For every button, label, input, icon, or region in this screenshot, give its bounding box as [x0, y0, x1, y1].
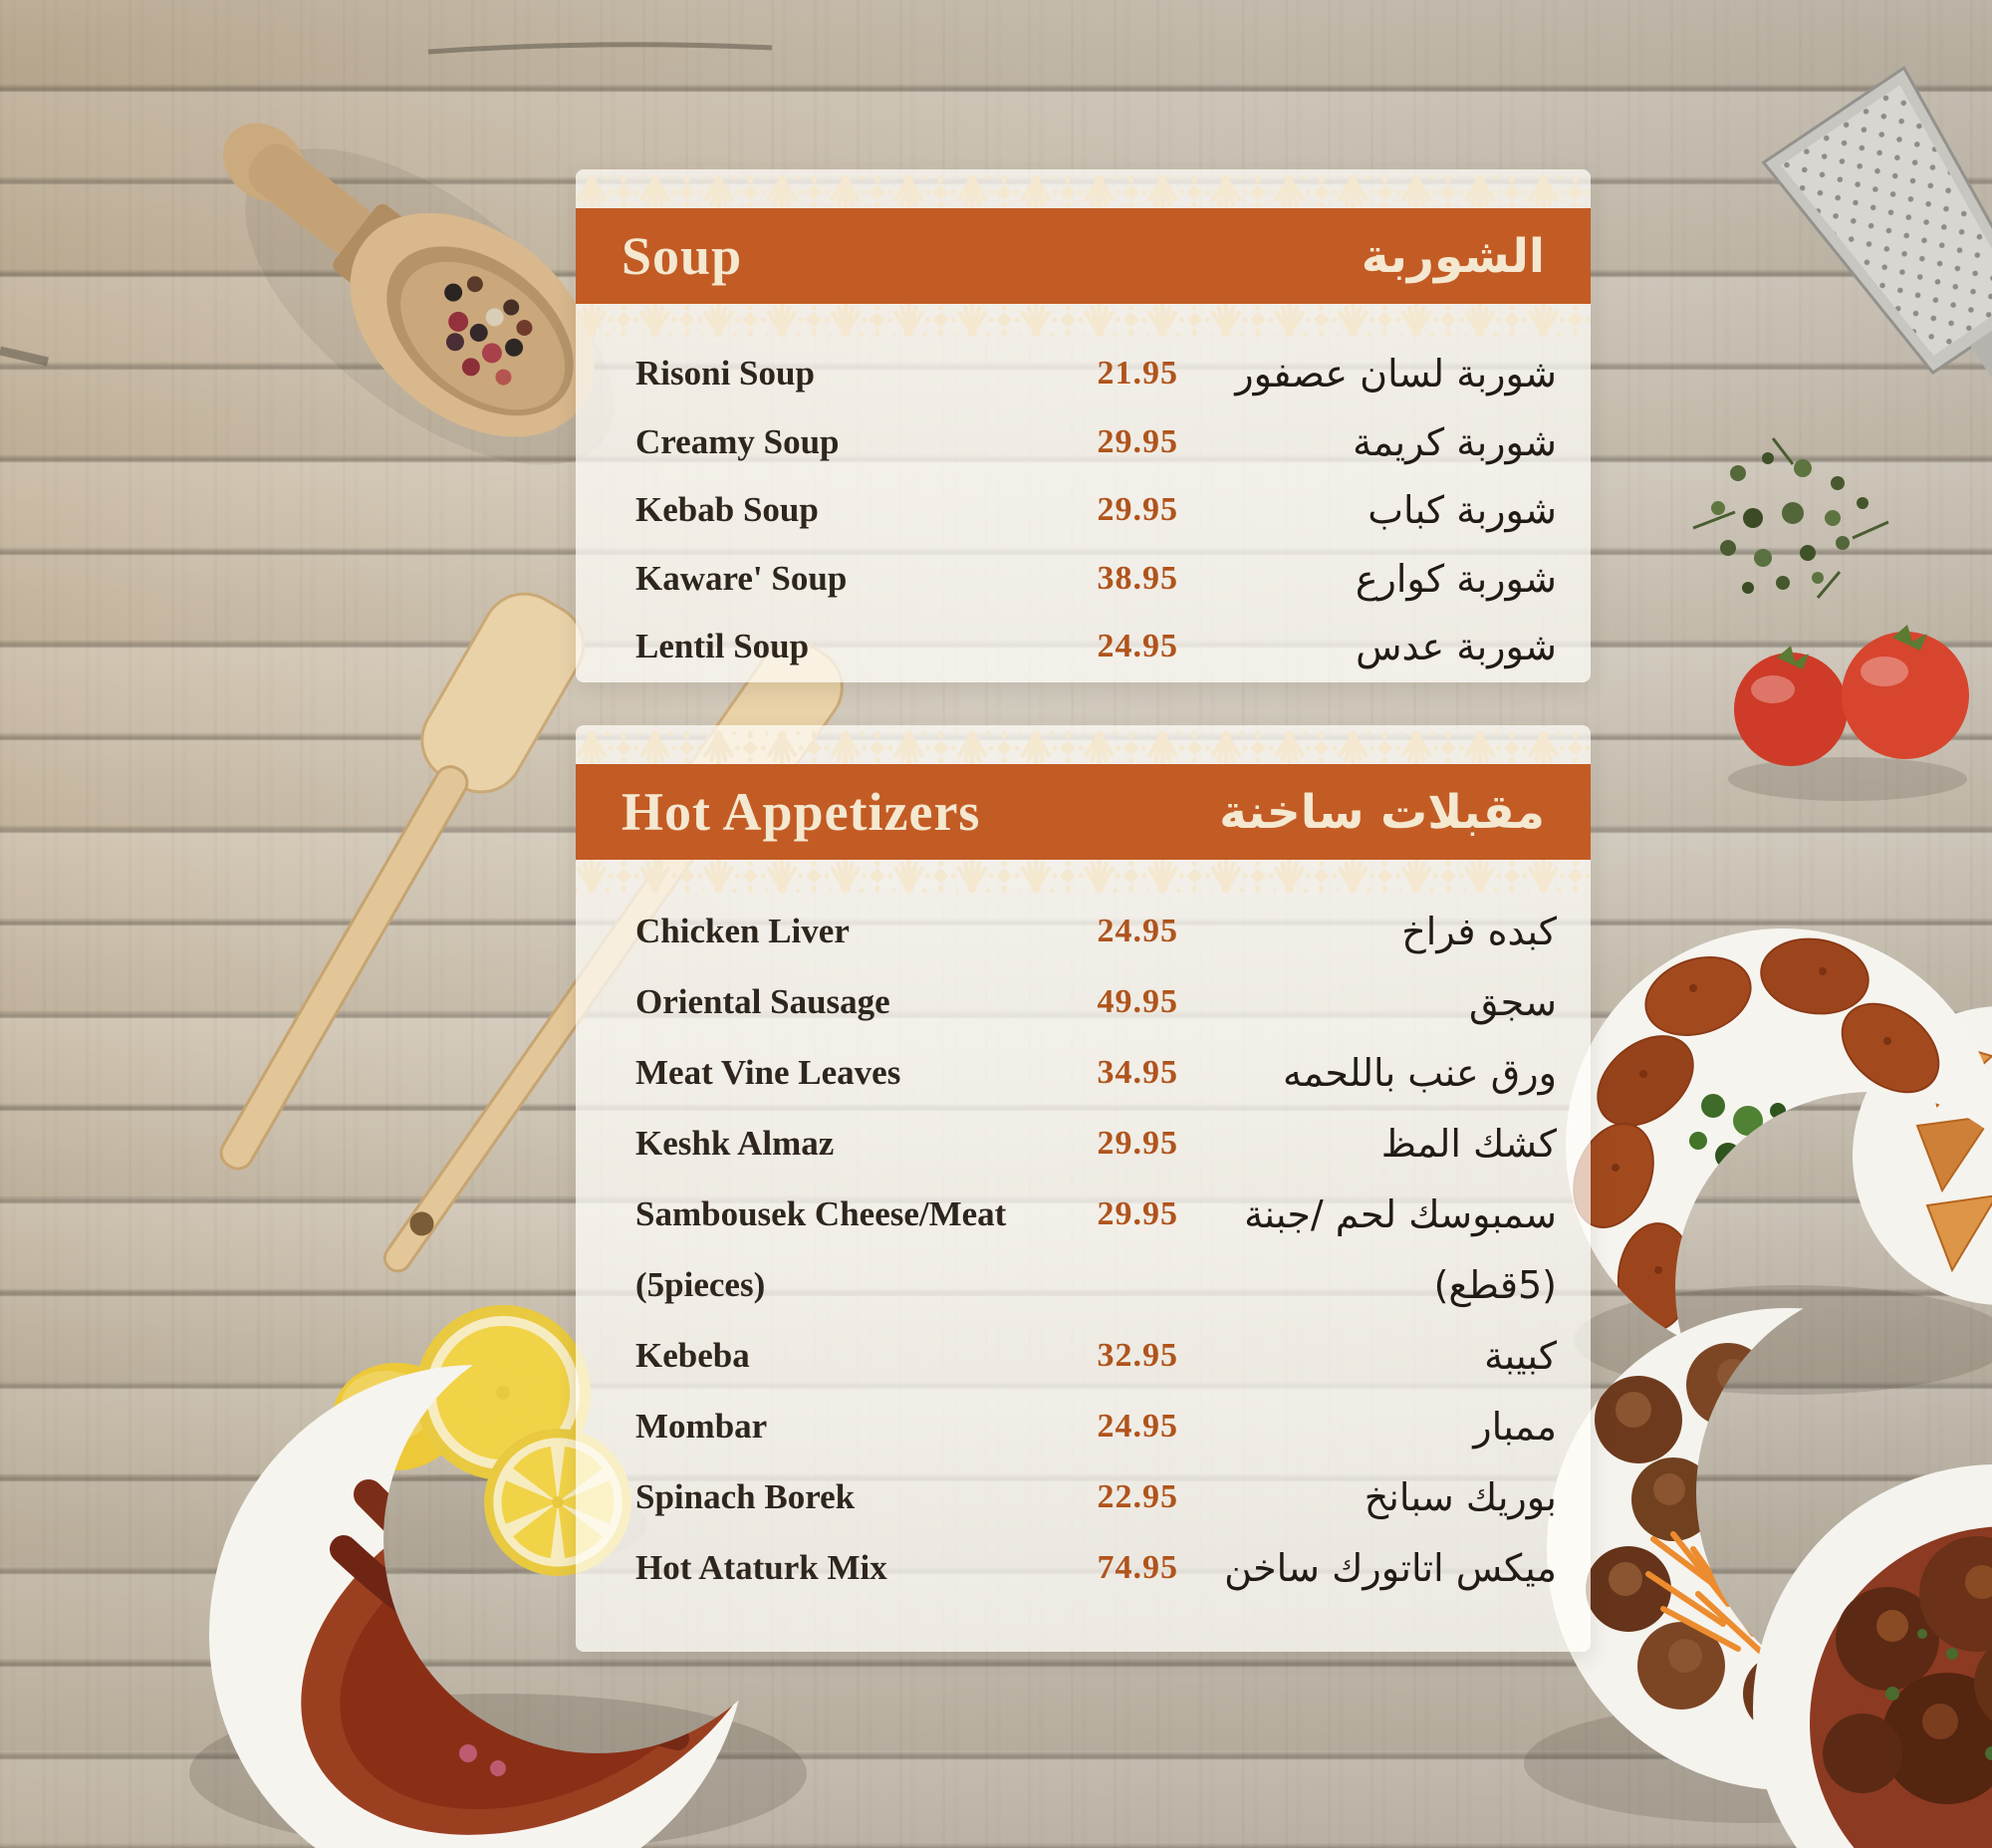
item-name-en: Spinach Borek — [635, 1476, 856, 1516]
pink-peppercorns-icon — [459, 1557, 644, 1776]
menu-item-row: Sambousek Cheese/Meat 29.95 سمبوسك لحم /جب… — [635, 1179, 1557, 1249]
soup-section-banner: Soup الشوربة — [576, 174, 1591, 338]
item-name-ar: ورق عنب باللحمه — [1283, 1050, 1557, 1095]
sausage-plate-icon — [139, 1345, 896, 1848]
item-name-en: Sambousek Cheese/Meat — [635, 1193, 1007, 1233]
section-title-english: Soup — [622, 226, 743, 286]
section-title-english: Hot Appetizers — [622, 782, 981, 842]
dried-herbs-icon — [1692, 437, 1889, 599]
menu-item-row: Creamy Soup 29.95 شوربة كريمة — [635, 408, 1557, 477]
menu-item-row: (5pieces) (5قطع) — [635, 1249, 1557, 1320]
hot-appetizers-section-panel: Hot Appetizers مقبلات ساخنة — [576, 725, 1591, 1652]
item-name-ar: سجق — [1468, 979, 1557, 1024]
item-price: 24.95 — [1097, 628, 1178, 665]
menu-item-row: Mombar 24.95 ممبار — [635, 1391, 1557, 1461]
item-name-ar: شوربة عدس — [1356, 625, 1557, 669]
item-price: 29.95 — [1097, 1194, 1178, 1232]
hot-appetizers-items-list: Chicken Liver 24.95 كبده فراخ Oriental Saus… — [576, 894, 1591, 1603]
item-name-ar: شوربة لسان عصفور — [1235, 352, 1557, 396]
item-name-en: Oriental Sausage — [635, 981, 890, 1021]
hot-appetizers-banner-band: Hot Appetizers مقبلات ساخنة — [576, 764, 1591, 860]
item-name-ar: بوريك سبانخ — [1364, 1474, 1557, 1519]
metal-grater-icon — [1761, 65, 1992, 394]
item-name-ar: ميكس اتاتورك ساخن — [1224, 1545, 1557, 1590]
item-name-en: Kaware' Soup — [635, 558, 848, 598]
item-name-en: (5pieces) — [635, 1264, 766, 1304]
item-name-ar: شوربة كريمة — [1353, 419, 1557, 464]
item-price: 29.95 — [1097, 422, 1178, 460]
item-name-ar: شوربة كباب — [1368, 488, 1557, 533]
menu-item-row: Chicken Liver 24.95 كبده فراخ — [635, 896, 1557, 966]
peppercorns-icon — [444, 276, 533, 386]
soup-banner-band: Soup الشوربة — [576, 208, 1591, 304]
item-name-en: Meat Vine Leaves — [635, 1052, 901, 1092]
parsley-garnish-icon — [1689, 1094, 1786, 1193]
menu-item-row: Lentil Soup 24.95 شوربة عدس — [635, 613, 1557, 681]
item-price: 74.95 — [1097, 1548, 1178, 1586]
item-price: 24.95 — [1097, 912, 1178, 949]
item-name-en: Lentil Soup — [635, 627, 810, 666]
item-price: 29.95 — [1097, 491, 1178, 529]
item-price: 24.95 — [1097, 1407, 1178, 1445]
item-name-en: Keshk Almaz — [635, 1123, 835, 1163]
menu-item-row: Hot Ataturk Mix 74.95 ميكس اتاتورك ساخن — [635, 1532, 1557, 1603]
menu-item-row: Spinach Borek 22.95 بوريك سبانخ — [635, 1461, 1557, 1532]
carrot-shreds-icon — [1645, 1531, 1766, 1657]
item-price: 32.95 — [1097, 1336, 1178, 1374]
menu-item-row: Kebeba 32.95 كبيبة — [635, 1320, 1557, 1391]
wooden-spatula-icon — [219, 592, 586, 1171]
item-name-ar: سمبوسك لحم /جبنة — [1244, 1191, 1557, 1236]
item-price: 34.95 — [1097, 1053, 1178, 1091]
menu-item-row: Keshk Almaz 29.95 كشك المظ — [635, 1108, 1557, 1179]
section-title-arabic: مقبلات ساخنة — [1219, 784, 1545, 840]
item-price: 21.95 — [1097, 355, 1178, 393]
section-title-arabic: الشوربة — [1361, 228, 1545, 284]
item-name-en: Kebab Soup — [635, 490, 819, 530]
item-name-en: Creamy Soup — [635, 421, 840, 461]
lace-border-icon — [576, 174, 1591, 208]
item-name-en: Mombar — [635, 1406, 768, 1446]
menu-item-row: Meat Vine Leaves 34.95 ورق عنب باللحمه — [635, 1037, 1557, 1108]
lace-border-icon — [576, 860, 1591, 894]
wooden-scoop-icon — [223, 123, 615, 465]
item-price: 49.95 — [1097, 982, 1178, 1020]
menu-item-row: Risoni Soup 21.95 شوربة لسان عصفور — [635, 340, 1557, 408]
meat-stew-bowl-icon — [1753, 1464, 1992, 1848]
kibbeh-pieces-icon — [1573, 937, 1940, 1332]
item-name-ar: (5قطع) — [1433, 1262, 1557, 1307]
tomatoes-icon — [1728, 625, 1969, 801]
item-name-en: Kebeba — [635, 1335, 750, 1375]
item-name-ar: شوربة كوارع — [1355, 556, 1557, 601]
item-name-ar: ممبار — [1473, 1404, 1557, 1449]
hot-appetizers-section-banner: Hot Appetizers مقبلات ساخنة — [576, 730, 1591, 894]
wood-cracks-decoration — [0, 42, 773, 367]
menu-item-row: Kaware' Soup 38.95 شوربة كوارع — [635, 545, 1557, 614]
item-name-en: Hot Ataturk Mix — [635, 1547, 887, 1587]
item-name-ar: كبده فراخ — [1401, 909, 1557, 953]
item-price: 29.95 — [1097, 1124, 1178, 1162]
soup-section-panel: Soup الشوربة Risoni Soup 21.9 — [576, 169, 1591, 682]
item-name-ar: كشك المظ — [1380, 1121, 1557, 1166]
lace-border-icon — [576, 730, 1591, 764]
menu-item-row: Oriental Sausage 49.95 سجق — [635, 966, 1557, 1037]
item-price: 22.95 — [1097, 1477, 1178, 1515]
soup-items-list: Risoni Soup 21.95 شوربة لسان عصفور Creamy S… — [576, 338, 1591, 681]
item-name-en: Risoni Soup — [635, 354, 815, 394]
menu-item-row: Kebab Soup 29.95 شوربة كباب — [635, 476, 1557, 545]
item-name-ar: كبيبة — [1484, 1333, 1557, 1378]
lace-border-icon — [576, 304, 1591, 338]
item-price: 38.95 — [1097, 559, 1178, 597]
item-name-en: Chicken Liver — [635, 911, 850, 950]
